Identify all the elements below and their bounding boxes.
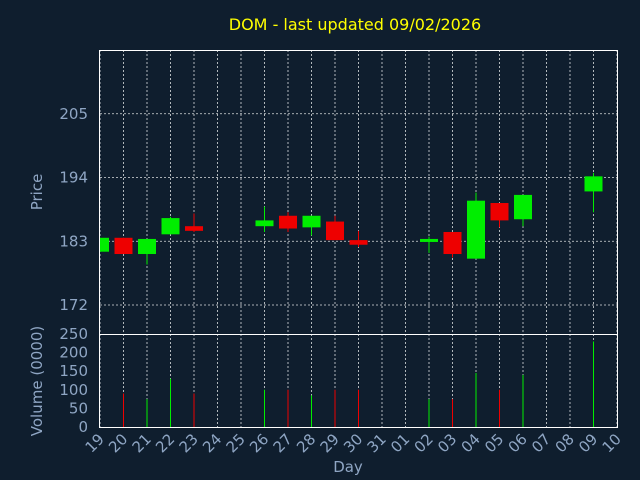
x-axis-label: Day: [333, 458, 363, 476]
candle-body: [490, 203, 509, 221]
price-candles: [99, 172, 603, 265]
day-tick-label: 07: [528, 430, 554, 456]
candle-body: [467, 200, 485, 259]
candle-body: [420, 238, 438, 242]
volume-tick-label: 200: [59, 344, 88, 362]
day-tick-label: 01: [387, 430, 413, 456]
day-tick-label: 28: [293, 430, 319, 456]
candle-body: [349, 240, 368, 245]
day-tick-label: 03: [434, 430, 460, 456]
candle-body: [255, 220, 274, 227]
day-tick-label: 05: [481, 430, 507, 456]
day-tick-label: 30: [340, 430, 366, 456]
day-tick-label: 23: [176, 430, 202, 456]
day-tick-label: 31: [364, 430, 390, 456]
candle-body: [584, 176, 603, 192]
day-tick-label: 09: [575, 430, 601, 456]
volume-panel-frame: [99, 334, 618, 428]
day-tick-label: 08: [552, 430, 578, 456]
volume-tick-label: 250: [59, 325, 88, 343]
candle-body: [138, 238, 156, 255]
volume-tick-label: 150: [59, 362, 88, 380]
volume-tick-label: 0: [78, 418, 88, 436]
candle-body: [302, 215, 321, 228]
day-tick-label: 29: [317, 430, 343, 456]
price-tick-label: 205: [59, 105, 88, 123]
price-tick-label: 172: [59, 296, 88, 314]
candle-body: [326, 221, 344, 241]
candle-body: [161, 218, 180, 235]
candle-body: [514, 194, 532, 220]
day-tick-labels: 1920212223242526272829303101020304050607…: [82, 430, 625, 456]
volume-tick-label: 50: [69, 399, 88, 417]
candle-body: [114, 237, 133, 255]
day-tick-label: 25: [223, 430, 249, 456]
price-tick-label: 183: [59, 232, 88, 250]
day-tick-label: 21: [129, 430, 155, 456]
price-grid: [99, 50, 618, 334]
day-tick-label: 06: [505, 430, 531, 456]
volume-axis-label: Volume (0000): [28, 326, 46, 436]
day-tick-label: 26: [246, 430, 272, 456]
day-tick-label: 02: [411, 430, 437, 456]
price-tick-label: 194: [59, 169, 88, 187]
volume-tick-label: 100: [59, 381, 88, 399]
day-tick-label: 10: [599, 430, 625, 456]
day-tick-label: 04: [458, 430, 484, 456]
candle-body: [279, 215, 297, 229]
volume-bars: [123, 341, 594, 427]
candle-body: [443, 231, 462, 255]
chart-title: DOM - last updated 09/02/2026: [229, 15, 481, 34]
candle-body: [185, 226, 203, 231]
day-tick-label: 27: [270, 430, 296, 456]
price-tick-labels: 172 183 194 205: [59, 105, 88, 314]
day-tick-label: 24: [199, 430, 225, 456]
price-axis-label: Price: [28, 174, 46, 211]
candle-body: [100, 237, 109, 252]
day-tick-label: 20: [105, 430, 131, 456]
day-tick-label: 22: [152, 430, 178, 456]
